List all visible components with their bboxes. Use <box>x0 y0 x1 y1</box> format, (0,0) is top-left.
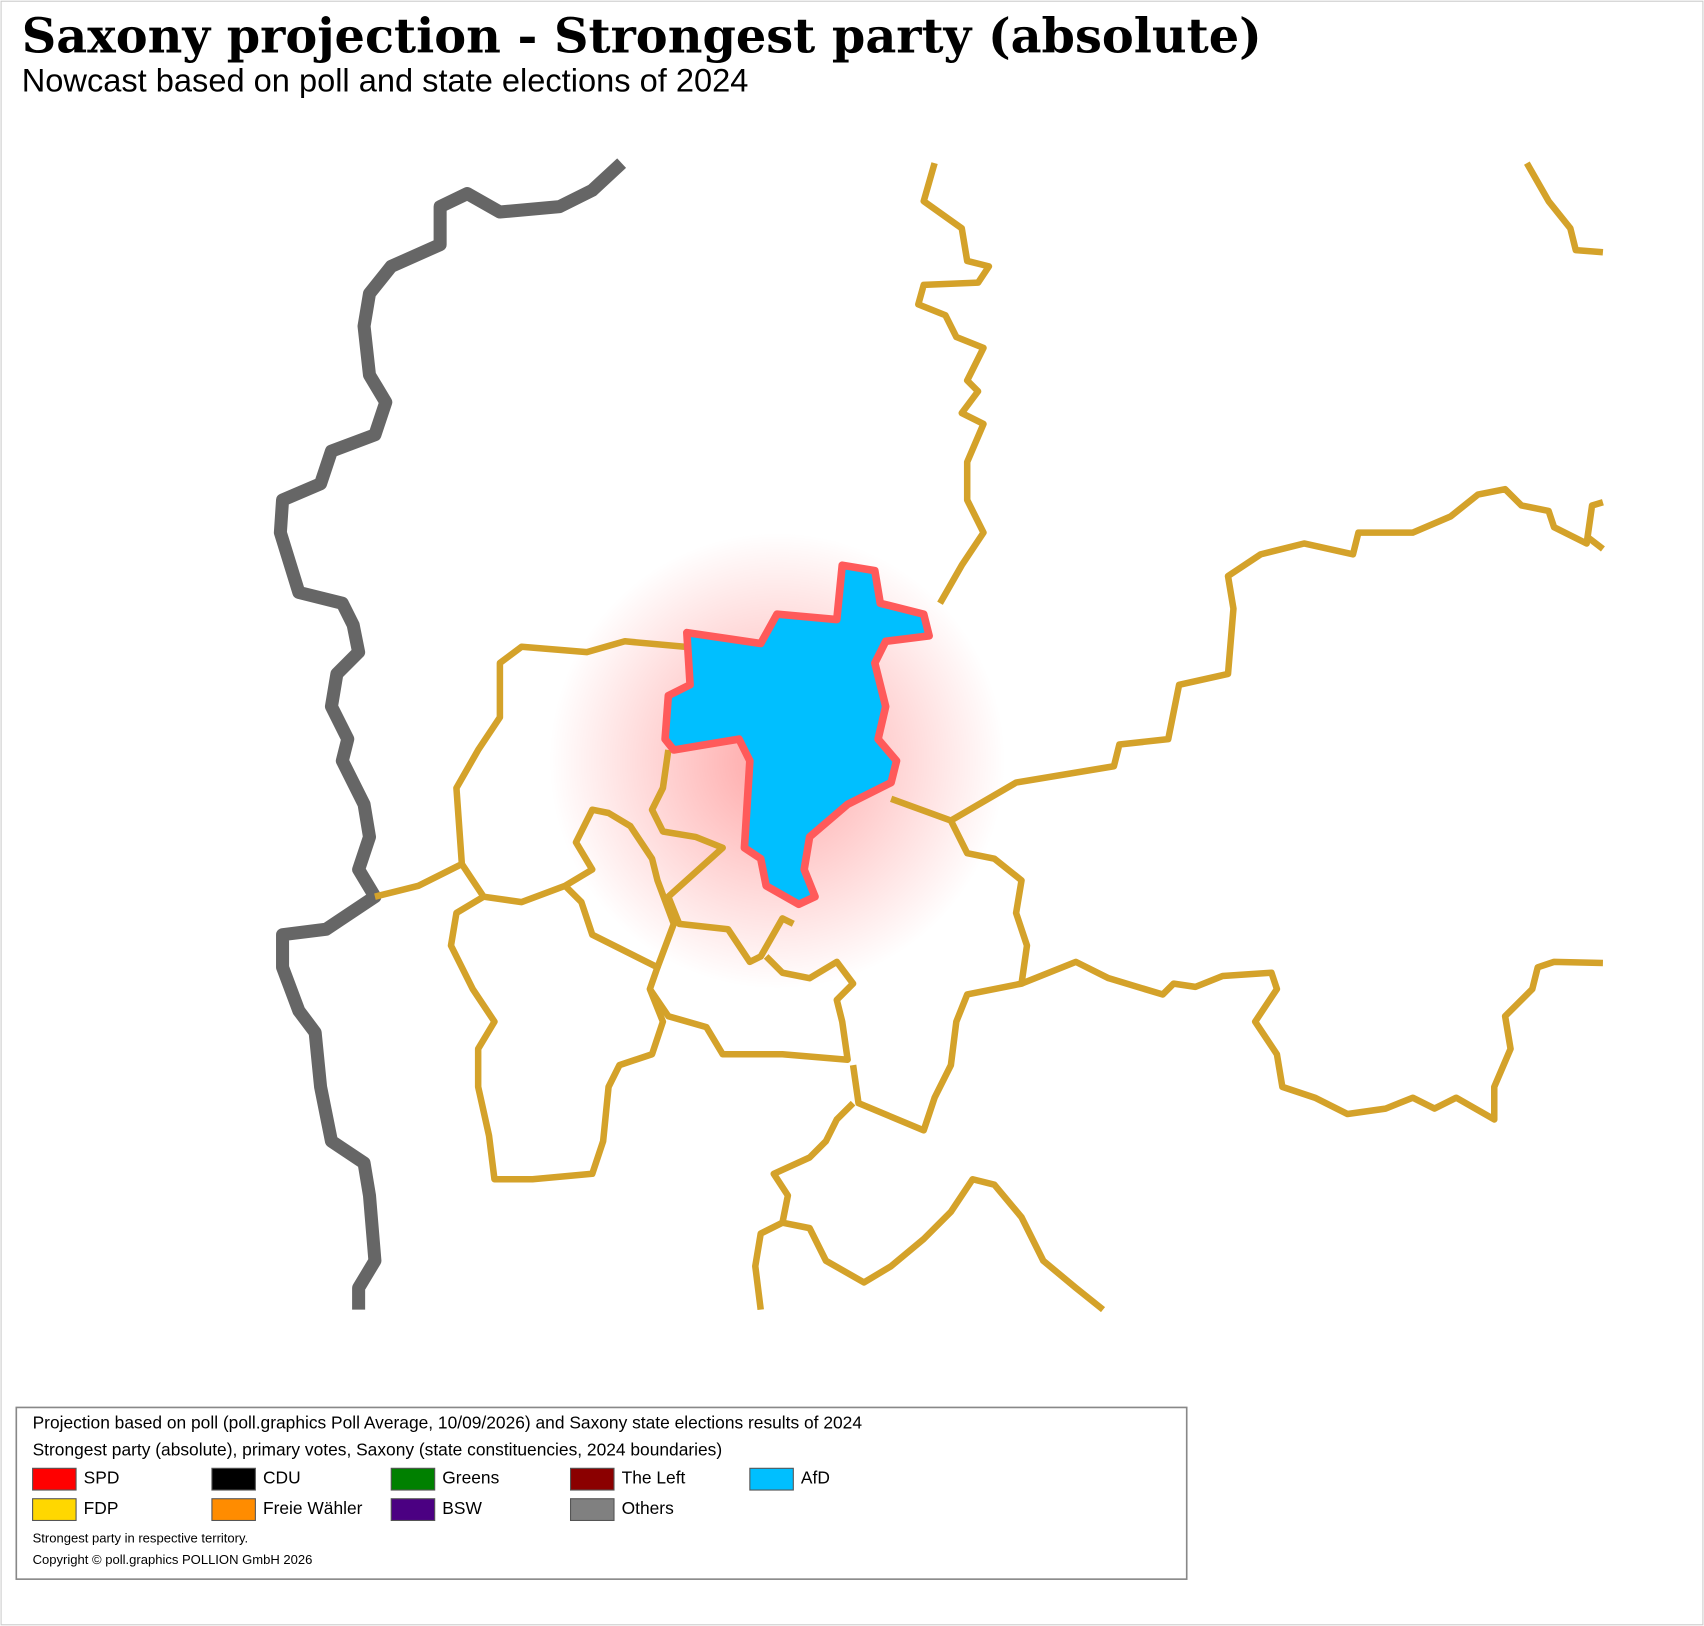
legend-label: BSW <box>442 1498 482 1518</box>
legend-swatch <box>211 1498 256 1522</box>
legend-label: FDP <box>84 1498 119 1518</box>
legend-note: Strongest party in respective territory. <box>33 1530 249 1545</box>
legend-swatch <box>390 1467 436 1491</box>
legend-label: Others <box>622 1498 674 1518</box>
legend-label: Greens <box>442 1468 499 1488</box>
constituency-borders <box>374 161 1605 1313</box>
legend-swatch <box>569 1498 615 1522</box>
legend-label: CDU <box>263 1468 301 1488</box>
legend-swatch <box>749 1467 794 1491</box>
legend-label: Freie Wähler <box>263 1498 363 1518</box>
copyright: Copyright © poll.graphics POLLION GmbH 2… <box>33 1552 313 1567</box>
legend-swatch <box>32 1467 77 1491</box>
legend-items: SPD CDU Greens The Left AfD FDP Freie Wähler BS… <box>32 1467 830 1522</box>
subtitle: Nowcast based on poll and state election… <box>22 61 749 98</box>
legend-label: AfD <box>801 1468 830 1488</box>
state-border <box>273 158 627 1310</box>
legend: Projection based on poll (poll.graphics … <box>15 1406 1188 1580</box>
legend-swatch <box>32 1498 77 1522</box>
title: Saxony projection - Strongest party (abs… <box>22 8 1262 64</box>
legend-swatch <box>211 1467 256 1491</box>
legend-label: SPD <box>84 1468 120 1488</box>
legend-line: Projection based on poll (poll.graphics … <box>33 1412 863 1432</box>
legend-line: Strongest party (absolute), primary vote… <box>33 1440 723 1460</box>
legend-swatch <box>569 1467 615 1491</box>
legend-swatch <box>390 1498 436 1522</box>
map <box>273 158 1605 1313</box>
legend-label: The Left <box>622 1468 686 1488</box>
legend-box <box>15 1406 1188 1580</box>
highlighted-constituency <box>661 561 933 909</box>
